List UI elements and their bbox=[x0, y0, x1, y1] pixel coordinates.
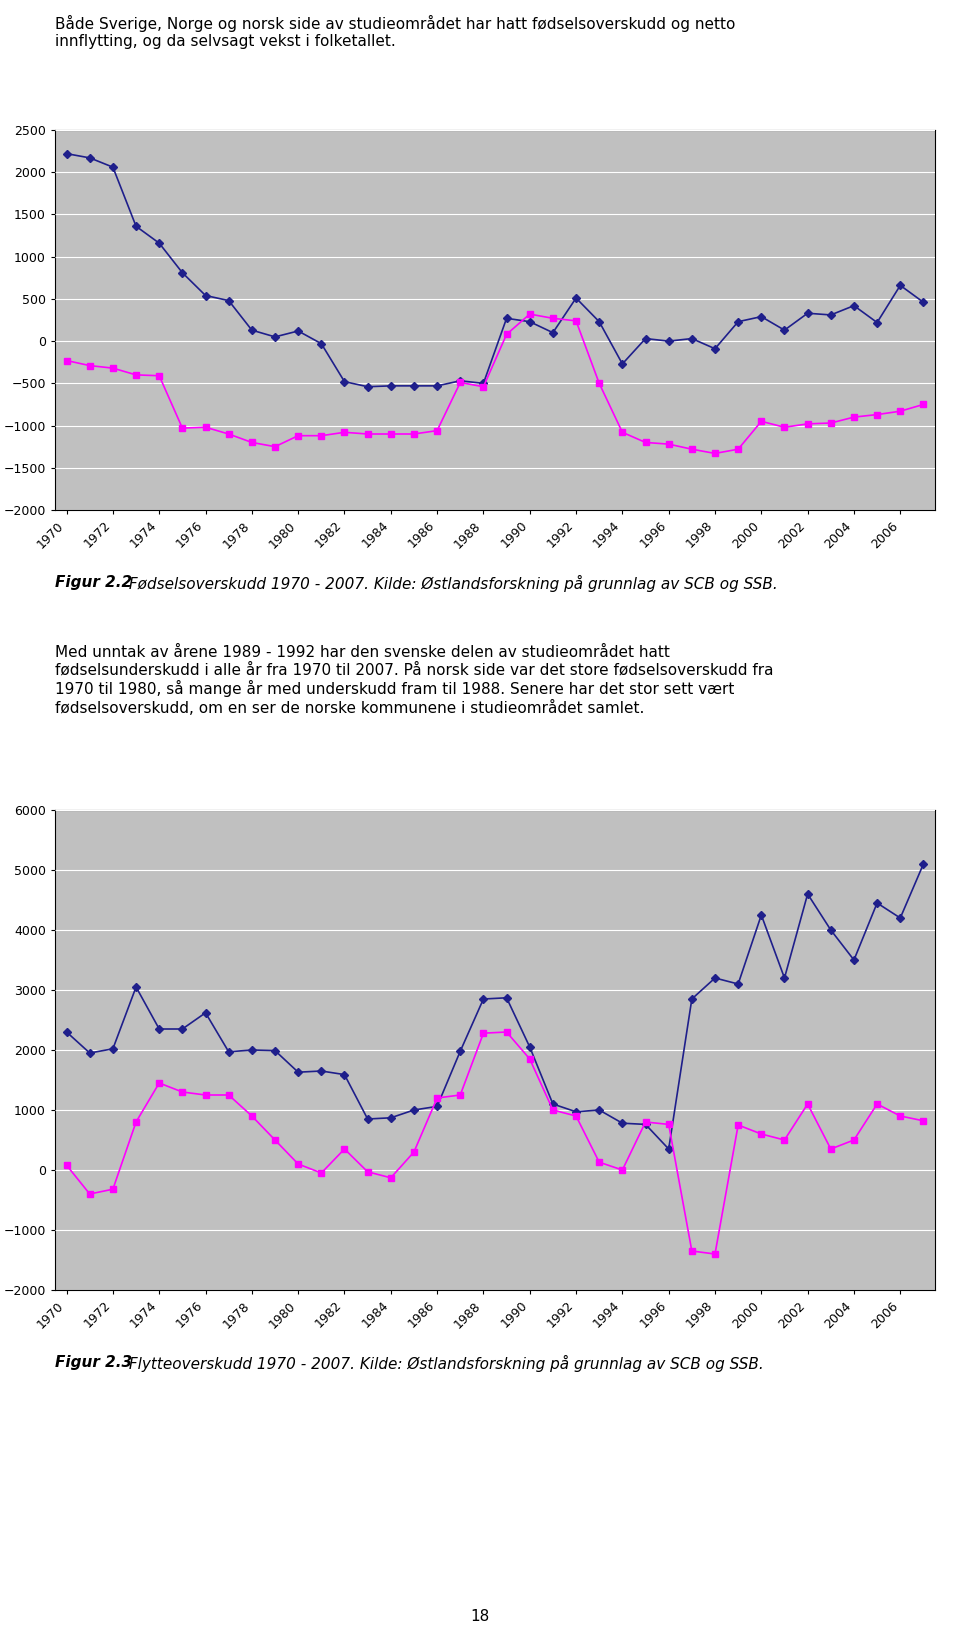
Legend: Eures Norge, Eures Sverige: Eures Norge, Eures Sverige bbox=[326, 1308, 634, 1336]
Legend: Eures Norge, Eures Sverige: Eures Norge, Eures Sverige bbox=[326, 528, 634, 557]
Text: Med unntak av årene 1989 - 1992 har den svenske delen av studieområdet hatt
føds: Med unntak av årene 1989 - 1992 har den … bbox=[55, 646, 774, 716]
Text: Figur 2.2: Figur 2.2 bbox=[55, 575, 132, 590]
Text: Både Sverige, Norge og norsk side av studieområdet har hatt fødselsoverskudd og : Både Sverige, Norge og norsk side av stu… bbox=[55, 15, 735, 49]
Text: Fødselsoverskudd 1970 - 2007. Kilde: Østlandsforskning på grunnlag av SCB og SSB: Fødselsoverskudd 1970 - 2007. Kilde: Øst… bbox=[124, 575, 778, 592]
Text: Figur 2.3: Figur 2.3 bbox=[55, 1355, 132, 1370]
Text: Flytteoverskudd 1970 - 2007. Kilde: Østlandsforskning på grunnlag av SCB og SSB.: Flytteoverskudd 1970 - 2007. Kilde: Østl… bbox=[124, 1355, 764, 1372]
Text: 18: 18 bbox=[470, 1609, 490, 1624]
